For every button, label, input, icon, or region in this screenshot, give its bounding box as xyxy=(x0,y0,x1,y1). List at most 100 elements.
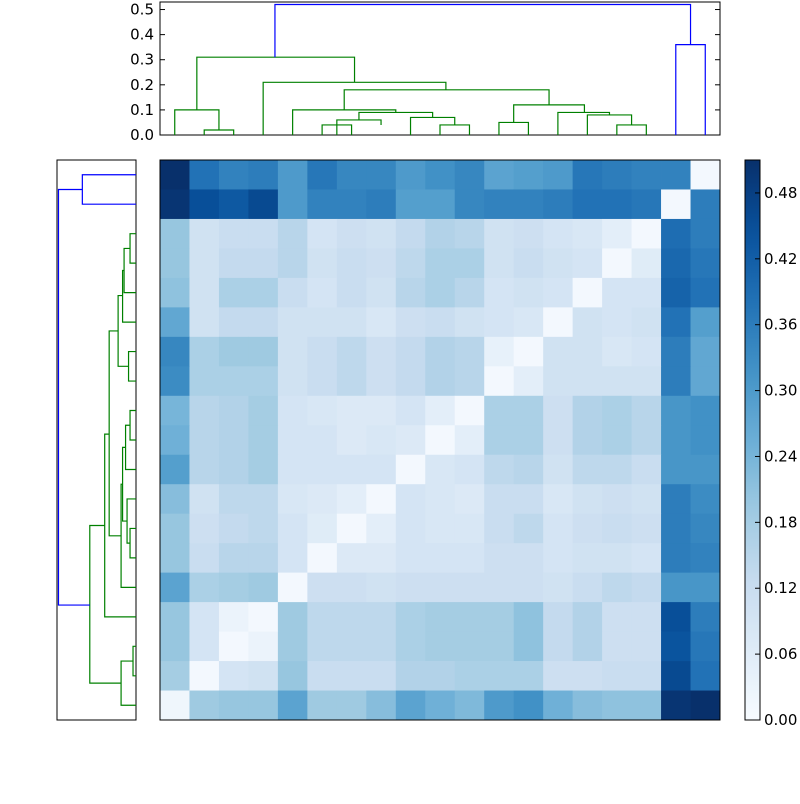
heatmap-cell xyxy=(277,277,308,308)
heatmap-cell xyxy=(572,218,603,249)
heatmap-cell xyxy=(661,484,691,515)
heatmap-cell xyxy=(513,218,544,249)
heatmap-cell xyxy=(572,248,603,279)
heatmap-cell xyxy=(336,336,367,367)
heatmap-cell xyxy=(631,336,662,367)
heatmap-cell xyxy=(543,395,574,426)
heatmap-cell xyxy=(572,395,603,426)
heatmap-cell xyxy=(513,248,544,279)
heatmap-cell xyxy=(543,690,574,721)
left-dendrogram-link xyxy=(120,660,136,706)
heatmap-cell xyxy=(454,248,485,279)
heatmap-cell xyxy=(307,484,338,515)
heatmap-cell xyxy=(484,189,515,220)
heatmap-cell xyxy=(395,572,426,603)
heatmap-cell xyxy=(661,572,691,603)
heatmap-cell xyxy=(425,366,456,397)
heatmap-cell xyxy=(484,543,515,574)
heatmap-cell xyxy=(543,513,574,544)
heatmap-cell xyxy=(425,248,456,279)
heatmap-cell xyxy=(484,218,515,249)
heatmap-cell xyxy=(395,336,426,367)
heatmap-cell xyxy=(366,690,397,721)
heatmap-cell xyxy=(690,160,721,190)
top-dendrogram-link xyxy=(174,109,220,135)
heatmap-cell xyxy=(690,218,721,249)
heatmap-cell xyxy=(248,189,279,220)
heatmap-cell xyxy=(307,572,338,603)
heatmap-cell xyxy=(690,454,721,485)
heatmap-cell xyxy=(661,661,691,691)
heatmap-cell xyxy=(513,277,544,308)
top-dendrogram-link xyxy=(336,119,382,135)
heatmap-cell xyxy=(513,690,544,721)
heatmap-cell xyxy=(277,395,308,426)
heatmap-cell xyxy=(189,661,220,691)
heatmap-cell xyxy=(160,484,190,515)
heatmap-cell xyxy=(307,277,338,308)
heatmap-cell xyxy=(631,189,662,220)
heatmap-cell xyxy=(454,454,485,485)
heatmap-cell xyxy=(631,248,662,279)
heatmap-cell xyxy=(336,690,367,721)
heatmap-cell xyxy=(248,631,279,662)
colorbar-tick-label: 0.42 xyxy=(764,250,797,268)
heatmap-cell xyxy=(602,218,632,249)
colorbar-tick-label: 0.18 xyxy=(764,513,797,531)
heatmap-frame xyxy=(159,159,721,721)
top-dendrogram-link xyxy=(675,44,706,135)
heatmap-cell xyxy=(189,218,220,249)
heatmap-cell xyxy=(218,690,249,721)
heatmap-cell xyxy=(395,160,426,190)
left-dendrogram-link xyxy=(121,446,128,522)
heatmap-cell xyxy=(661,631,691,662)
top-dendrogram-tick-label: 0.5 xyxy=(130,1,154,19)
heatmap-cell xyxy=(395,513,426,544)
heatmap-cell xyxy=(543,484,574,515)
heatmap-cell xyxy=(160,248,190,279)
top-dendrogram-link xyxy=(439,124,471,135)
heatmap-cell xyxy=(395,425,426,456)
heatmap-cell xyxy=(661,395,691,426)
heatmap-cell xyxy=(336,484,367,515)
heatmap-cell xyxy=(307,513,338,544)
heatmap-cell xyxy=(572,277,603,308)
top-dendrogram-link xyxy=(616,124,647,135)
heatmap-cell xyxy=(661,543,691,574)
heatmap-cell xyxy=(572,661,603,691)
heatmap-cell xyxy=(218,160,249,190)
colorbar-tick-label: 0.06 xyxy=(764,645,797,663)
heatmap-cell xyxy=(336,572,367,603)
heatmap-cell xyxy=(631,307,662,338)
heatmap-cell xyxy=(572,425,603,456)
heatmap-cell xyxy=(277,602,308,632)
heatmap-cell xyxy=(690,543,721,574)
heatmap-cell xyxy=(602,248,632,279)
heatmap-matrix xyxy=(159,159,721,721)
heatmap-cell xyxy=(366,425,397,456)
heatmap-cell xyxy=(602,425,632,456)
heatmap-cell xyxy=(366,366,397,397)
top-dendrogram-link xyxy=(358,111,434,120)
heatmap-cell xyxy=(189,543,220,574)
heatmap-cell xyxy=(690,631,721,662)
heatmap-cell xyxy=(661,366,691,397)
heatmap-cell xyxy=(218,425,249,456)
heatmap-cell xyxy=(277,572,308,603)
top-dendrogram-link xyxy=(557,111,611,135)
heatmap-cell xyxy=(661,602,691,632)
heatmap-cell xyxy=(454,366,485,397)
left-dendrogram xyxy=(56,159,137,721)
heatmap-cell xyxy=(189,189,220,220)
heatmap-cell xyxy=(336,602,367,632)
heatmap-cell xyxy=(602,307,632,338)
heatmap-cell xyxy=(336,366,367,397)
left-dendrogram-link xyxy=(129,233,136,264)
heatmap-cell xyxy=(218,366,249,397)
heatmap-cell xyxy=(366,277,397,308)
heatmap-cell xyxy=(631,543,662,574)
heatmap-cell xyxy=(484,336,515,367)
heatmap-cell xyxy=(484,366,515,397)
top-dendrogram-link xyxy=(409,116,456,135)
heatmap-cell xyxy=(366,602,397,632)
